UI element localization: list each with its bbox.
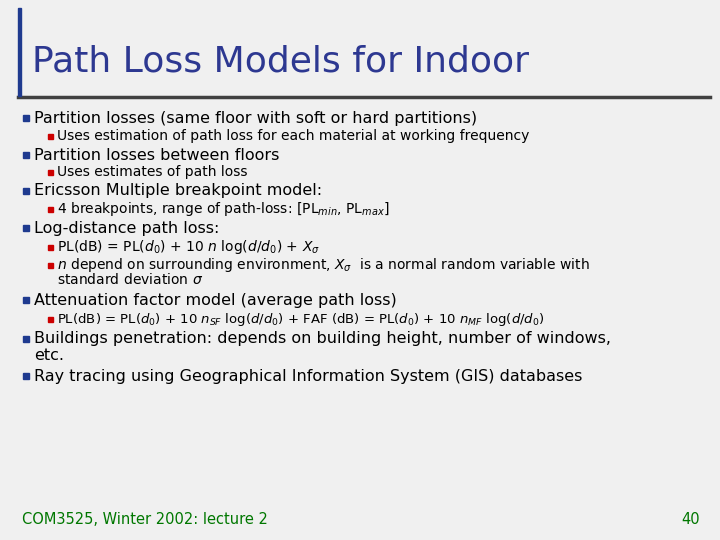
Text: Ray tracing using Geographical Information System (GIS) databases: Ray tracing using Geographical Informati… [34,368,582,383]
Text: PL(dB) = PL($d_0$) + 10 $n_{SF}$ log($d$/$d_0$) + FAF (dB) = PL($d_0$) + 10 $n_{: PL(dB) = PL($d_0$) + 10 $n_{SF}$ log($d$… [57,310,544,327]
Bar [48,262,53,267]
Text: 40: 40 [681,512,700,528]
Bar [48,170,53,174]
Text: standard deviation $\sigma$: standard deviation $\sigma$ [57,273,203,287]
Text: Partition losses (same floor with soft or hard partitions): Partition losses (same floor with soft o… [34,111,477,125]
Bar [48,133,53,138]
Bar [23,225,29,231]
Text: Ericsson Multiple breakpoint model:: Ericsson Multiple breakpoint model: [34,184,322,199]
Text: Attenuation factor model (average path loss): Attenuation factor model (average path l… [34,293,397,307]
Text: $n$ depend on surrounding environment, $X_\sigma$  is a normal random variable w: $n$ depend on surrounding environment, $… [57,256,590,274]
Text: Buildings penetration: depends on building height, number of windows,: Buildings penetration: depends on buildi… [34,332,611,347]
Bar [48,316,53,321]
Text: Log-distance path loss:: Log-distance path loss: [34,220,220,235]
Bar [23,373,29,379]
Text: COM3525, Winter 2002: lecture 2: COM3525, Winter 2002: lecture 2 [22,512,268,528]
Text: Path Loss Models for Indoor: Path Loss Models for Indoor [32,45,529,79]
Bar [48,245,53,249]
Bar [23,336,29,342]
Bar [23,115,29,121]
Text: Uses estimates of path loss: Uses estimates of path loss [57,165,248,179]
Text: Partition losses between floors: Partition losses between floors [34,147,279,163]
Text: PL(dB) = PL($d_0$) + 10 $n$ log($d$/$d_0$) + $X_\sigma$: PL(dB) = PL($d_0$) + 10 $n$ log($d$/$d_0… [57,238,320,256]
Text: Uses estimation of path loss for each material at working frequency: Uses estimation of path loss for each ma… [57,129,529,143]
Bar [23,297,29,303]
Bar [23,152,29,158]
Bar [18,8,21,96]
Text: 4 breakpoints, range of path-loss: [PL$_{min}$, PL$_{max}$]: 4 breakpoints, range of path-loss: [PL$_… [57,200,390,218]
Bar [23,188,29,194]
Text: etc.: etc. [34,348,64,362]
Bar [48,206,53,212]
